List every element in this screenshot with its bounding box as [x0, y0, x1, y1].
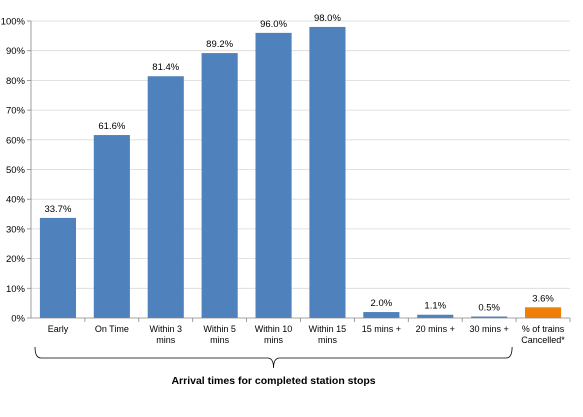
category-label: 15 mins +: [362, 324, 401, 334]
category-label: mins: [156, 335, 176, 345]
category-label: On Time: [95, 324, 129, 334]
y-tick-label: 90%: [6, 46, 26, 57]
y-tick-label: 100%: [1, 17, 26, 28]
bar: [255, 32, 292, 318]
bar: [147, 76, 184, 318]
bar: [524, 307, 562, 318]
data-label: 33.7%: [44, 204, 71, 215]
data-label: 3.6%: [532, 293, 554, 304]
bar: [39, 217, 77, 318]
y-tick-label: 40%: [6, 195, 26, 206]
category-label: mins: [210, 335, 230, 345]
category-label: Early: [48, 324, 69, 334]
data-label: 89.2%: [206, 39, 233, 50]
data-label: 1.1%: [424, 301, 446, 312]
y-tick-label: 20%: [6, 254, 26, 265]
x-axis-title: Arrival times for completed station stop…: [171, 375, 375, 387]
y-tick-label: 70%: [6, 106, 26, 117]
data-label: 98.0%: [314, 13, 341, 24]
data-label: 96.0%: [260, 19, 287, 30]
y-tick-label: 50%: [6, 165, 26, 176]
bar: [309, 26, 346, 318]
category-label: mins: [264, 335, 284, 345]
y-axis-ticks: 0% 10% 20% 30% 40% 50% 60% 70% 80% 90% 100%: [1, 17, 31, 325]
bars: [39, 26, 562, 319]
category-label: Within 10: [255, 324, 293, 334]
category-label: Within 15: [309, 324, 347, 334]
data-label: 0.5%: [478, 303, 500, 314]
y-tick-label: 80%: [6, 76, 26, 87]
bar: [417, 314, 454, 318]
category-label: 30 mins +: [470, 324, 509, 334]
category-label: Cancelled*: [521, 335, 565, 345]
bar: [201, 53, 238, 319]
category-label: % of trains: [522, 324, 565, 334]
category-label: 20 mins +: [416, 324, 455, 334]
category-label: Within 3: [149, 324, 182, 334]
category-label: Within 5: [203, 324, 236, 334]
category-label: mins: [318, 335, 338, 345]
bar: [93, 135, 130, 318]
data-label: 2.0%: [371, 298, 393, 309]
data-label: 81.4%: [152, 62, 179, 73]
data-label: 61.6%: [98, 121, 125, 132]
y-tick-label: 60%: [6, 135, 26, 146]
category-bracket: [34, 346, 513, 369]
data-labels: 33.7% 61.6% 81.4% 89.2% 96.0% 98.0% 2.0% 1.1% 0.…: [44, 13, 554, 314]
y-tick-label: 30%: [6, 224, 26, 235]
y-tick-label: 10%: [6, 284, 26, 295]
bar: [471, 316, 508, 318]
y-tick-label: 0%: [11, 314, 25, 325]
bar: [363, 312, 400, 318]
